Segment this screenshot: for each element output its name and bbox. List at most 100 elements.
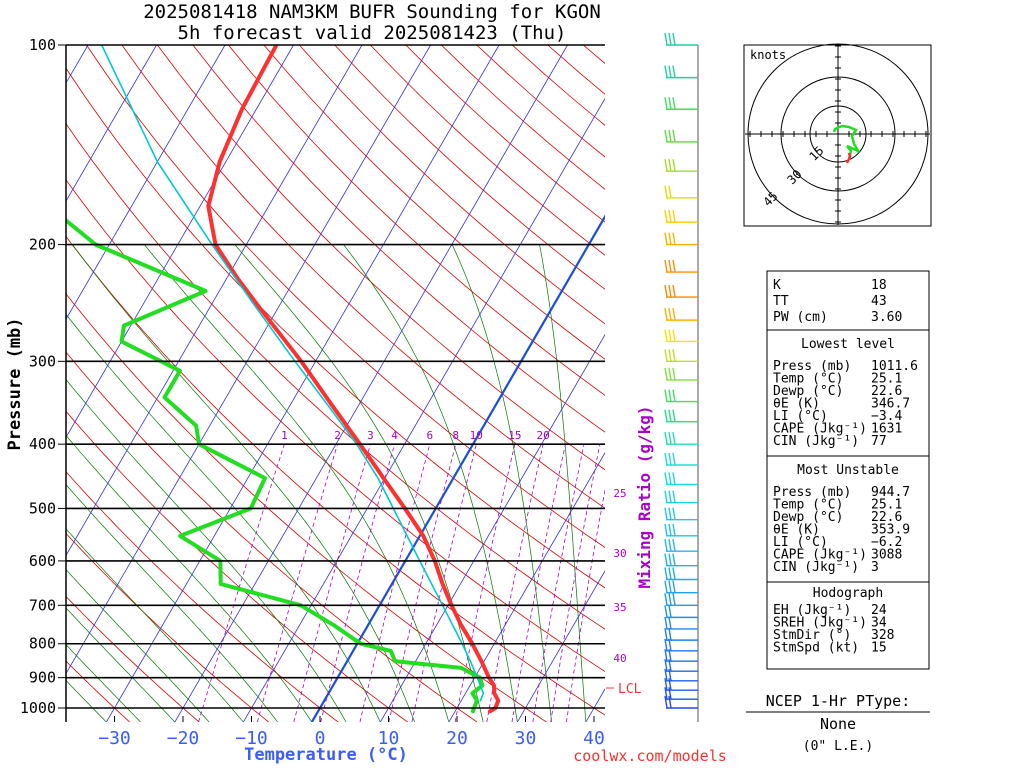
wind-barb-flag [672, 507, 676, 520]
dry-adiabat [66, 67, 605, 589]
wind-barb-flag [672, 490, 676, 503]
pressure-tick-label: 200 [29, 236, 56, 254]
wind-barb-flag [664, 628, 668, 641]
wind-barb-flag [664, 97, 668, 110]
parcel-profile [100, 45, 485, 702]
pressure-tick-label: 400 [29, 435, 56, 453]
lowest-level-value: 1011.6 [871, 359, 918, 374]
lowest-level-label: LI (°C) [773, 409, 828, 424]
hodograph-units-label: knots [750, 48, 786, 62]
hodograph-stat-label: SREH (Jkg⁻¹) [773, 616, 867, 631]
wind-barb [664, 649, 698, 662]
wind-barb [664, 638, 698, 652]
ptype-value: None [820, 715, 856, 733]
wind-barb-flag [668, 329, 672, 342]
wind-barb-flag [668, 490, 672, 503]
pressure-tick-label: 900 [29, 669, 56, 687]
pressure-tick-label: 500 [29, 499, 56, 517]
wind-barb [664, 329, 698, 343]
wind-barb-flag [668, 678, 672, 691]
moist-adiabat [66, 680, 107, 722]
wind-barb-flag [664, 308, 668, 321]
wind-barb-flag [668, 367, 672, 381]
dry-adiabat [66, 595, 200, 722]
wind-barb [664, 678, 698, 691]
hodograph-stat-value: 328 [871, 628, 894, 643]
wind-barb [664, 284, 698, 298]
wind-barb [664, 553, 698, 567]
wind-barb-flag [664, 490, 668, 503]
wind-barb-flag [672, 472, 676, 485]
lowest-level-value: 346.7 [871, 397, 910, 412]
wind-barb [664, 97, 698, 110]
wind-barb-flag [664, 367, 668, 381]
pressure-tick-label: 600 [29, 552, 56, 570]
wind-barb-flag [664, 452, 668, 466]
dry-adiabat [299, 45, 605, 325]
mixing-ratio-line [198, 444, 285, 722]
wind-barb-flag [664, 649, 668, 662]
wind-barb-flag [668, 580, 672, 593]
hodograph-stat-label: StmSpd (kt) [773, 641, 859, 656]
wind-barb-flag [672, 452, 676, 466]
mixing-ratio-label: 6 [426, 429, 433, 442]
moist-adiabat [539, 244, 587, 722]
mixing-ratio-line [454, 444, 516, 722]
temperature-tick-label: 40 [583, 728, 605, 749]
lowest-level-value: −3.4 [871, 409, 902, 424]
lowest-level-label: Dewp (°C) [773, 384, 843, 399]
wind-barb [664, 129, 698, 143]
wind-barb-flag [664, 32, 668, 46]
wind-barb [664, 185, 698, 199]
wind-barb-flag [668, 210, 672, 223]
dry-adiabat [66, 410, 408, 722]
wind-barb-flag [668, 65, 672, 78]
wind-barb-flag [672, 329, 676, 342]
wind-barb-flag [672, 159, 676, 172]
wind-barb [664, 432, 698, 445]
wind-barb-flag [664, 687, 668, 700]
freezing-isotherm [310, 214, 605, 722]
wind-barb-flag [664, 472, 668, 485]
moist-adiabat [66, 644, 141, 722]
lowest-level-label: Temp (°C) [773, 372, 843, 387]
most-unstable-label: Dewp (°C) [773, 510, 843, 525]
wind-barb [664, 389, 698, 403]
wind-barb-flag [668, 553, 672, 566]
most-unstable-value: 3088 [871, 548, 902, 563]
wind-barb-flag [668, 129, 672, 142]
hodograph-stat-label: StmDir (°) [773, 628, 851, 643]
wind-barb-flag [664, 129, 668, 142]
mixing-ratio-line [257, 444, 338, 722]
most-unstable-label: Temp (°C) [773, 498, 843, 513]
wind-barb-flag [668, 232, 672, 245]
wind-barb [664, 210, 698, 223]
wind-barb-flag [664, 329, 668, 342]
wind-barb-flag [672, 367, 676, 381]
chart-title-line1: 2025081418 NAM3KM BUFR Sounding for KGON [143, 1, 601, 23]
k-value: 18 [871, 278, 887, 293]
moist-adiabat [66, 569, 210, 722]
most-unstable-value: 353.9 [871, 523, 910, 538]
most-unstable-value: 944.7 [871, 485, 910, 500]
wind-barb [664, 308, 698, 321]
wind-barb-flag [672, 308, 676, 321]
wind-barb-flag [672, 567, 676, 580]
lowest-level-label: CAPE (Jkg⁻¹) [773, 422, 867, 437]
pressure-axis: 1000 900 800 700 600 500 400 300 200 100 [20, 36, 605, 717]
wind-barb-flag [668, 593, 672, 606]
background-grid [66, 45, 605, 722]
mixing-ratio-line [550, 444, 601, 722]
wind-barb-flag [672, 97, 676, 110]
lowest-level-header: Lowest level [801, 337, 895, 352]
wind-barb [664, 452, 698, 466]
wind-barb-flag [664, 567, 668, 580]
wind-barb-flag [664, 389, 668, 402]
hodograph-trace-low [845, 152, 852, 164]
wind-barb-flag [664, 695, 668, 709]
wind-barb-flag [668, 97, 672, 110]
isotherm [66, 45, 226, 321]
dry-adiabat [192, 45, 605, 433]
temperature-tick-label: 30 [515, 728, 537, 749]
wind-barb-flag [664, 638, 668, 651]
